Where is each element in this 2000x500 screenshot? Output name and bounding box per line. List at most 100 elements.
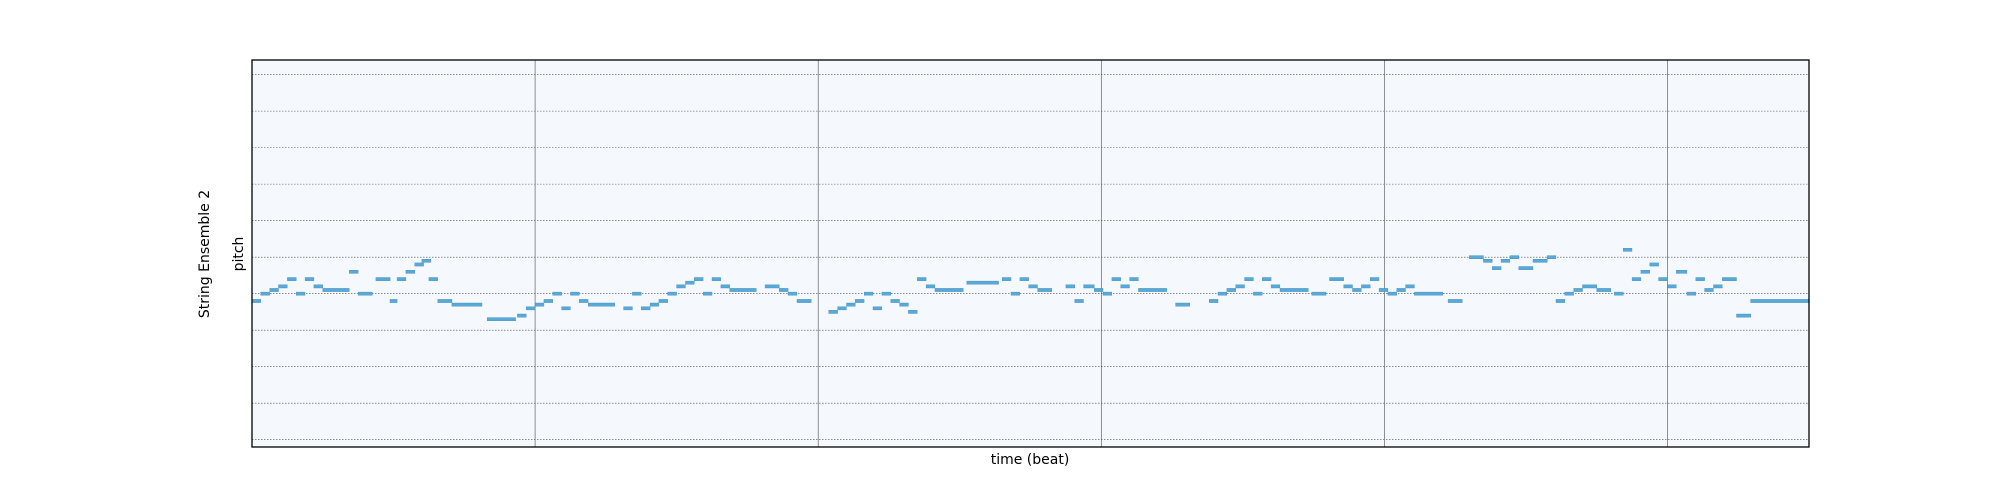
note-bar [1369, 277, 1380, 281]
note-bar [414, 262, 424, 267]
note-bar [676, 284, 686, 289]
note-bar [260, 291, 270, 296]
note-bar [1253, 291, 1263, 296]
note-bar [917, 277, 927, 281]
note-bar [1208, 299, 1219, 303]
note-bar [1019, 277, 1029, 281]
note-bar [1083, 284, 1095, 289]
note-bar [649, 302, 660, 307]
note-bar [1532, 259, 1548, 263]
note-bar [720, 284, 730, 289]
note-bar [1596, 288, 1612, 292]
note-bars [251, 247, 1810, 322]
note-bar [1279, 288, 1309, 292]
note-bar [658, 299, 668, 303]
note-bar [1447, 299, 1463, 303]
note-bar [534, 302, 545, 307]
note-bar [1352, 288, 1362, 292]
note-bar [1573, 288, 1583, 292]
note-bar [899, 302, 909, 307]
note-bar [711, 277, 722, 281]
note-bar [389, 299, 398, 303]
note-bar [1667, 284, 1677, 289]
note-bar [487, 317, 516, 322]
note-bar [864, 291, 874, 296]
note-bar [322, 288, 350, 292]
note-bar [1138, 288, 1167, 292]
note-bar [561, 306, 571, 311]
note-bar [1235, 284, 1245, 289]
note-bar [846, 302, 856, 307]
note-bar [1469, 255, 1484, 260]
note-bar [1002, 277, 1012, 281]
note-bar [269, 288, 279, 292]
note-bar [872, 306, 883, 311]
note-bar [1492, 266, 1502, 270]
note-bar [1093, 288, 1104, 292]
note-bar [552, 291, 562, 296]
note-bar [1649, 262, 1659, 267]
note-bar [881, 291, 891, 296]
note-bar [1713, 284, 1723, 289]
note-bar [1704, 288, 1714, 292]
note-bar [405, 270, 415, 274]
note-bar [1037, 288, 1052, 292]
note-bar [837, 306, 847, 311]
note-bar [1686, 291, 1696, 296]
note-bar [1226, 288, 1236, 292]
note-bar [632, 291, 642, 296]
note-bar [1483, 259, 1493, 263]
note-bar [1695, 277, 1705, 281]
grid-lines [252, 60, 1809, 447]
note-bar [1074, 299, 1084, 303]
x-axis-label: time (beat) [991, 452, 1070, 468]
note-bar [1270, 284, 1281, 289]
note-bar [1175, 302, 1190, 307]
note-bar [421, 259, 431, 263]
note-bar [764, 284, 780, 289]
note-bar [729, 288, 757, 292]
note-bar [1111, 277, 1121, 281]
note-bar [313, 284, 323, 289]
note-bar [375, 277, 391, 281]
note-bar [925, 284, 936, 289]
note-bar [570, 291, 580, 296]
note-bar [1518, 266, 1534, 270]
track-label: String Ensemble 2 [197, 190, 213, 318]
note-bar [543, 299, 553, 303]
note-bar [1622, 247, 1633, 252]
note-bar [1244, 277, 1254, 281]
plot-background [252, 60, 1809, 447]
note-bar [251, 299, 262, 303]
note-bar [1361, 284, 1371, 289]
note-bar [1129, 277, 1139, 281]
note-bar [1546, 255, 1557, 260]
note-bar [966, 280, 999, 285]
note-bar [1658, 277, 1668, 281]
note-bar [1396, 288, 1406, 292]
note-bar [855, 299, 865, 303]
note-bar [437, 299, 453, 303]
note-bar [1065, 284, 1075, 289]
note-bar [694, 277, 704, 281]
note-bar [779, 288, 789, 292]
note-bar [1582, 284, 1597, 289]
note-bar [1555, 299, 1566, 303]
note-bar [1028, 284, 1038, 289]
note-bar [1736, 313, 1751, 318]
note-bar [1311, 291, 1327, 296]
note-bar [1509, 255, 1520, 260]
note-bar [1120, 284, 1130, 289]
note-bar [1405, 284, 1415, 289]
note-bar [934, 288, 964, 292]
note-bar [396, 277, 407, 281]
note-bar [1329, 277, 1344, 281]
note-bar [1500, 259, 1511, 263]
note-bar [685, 280, 695, 285]
note-bar [1640, 270, 1650, 274]
note-bar [1750, 299, 1810, 303]
note-bar [1564, 291, 1574, 296]
note-bar [296, 291, 306, 296]
note-bar [358, 291, 373, 296]
